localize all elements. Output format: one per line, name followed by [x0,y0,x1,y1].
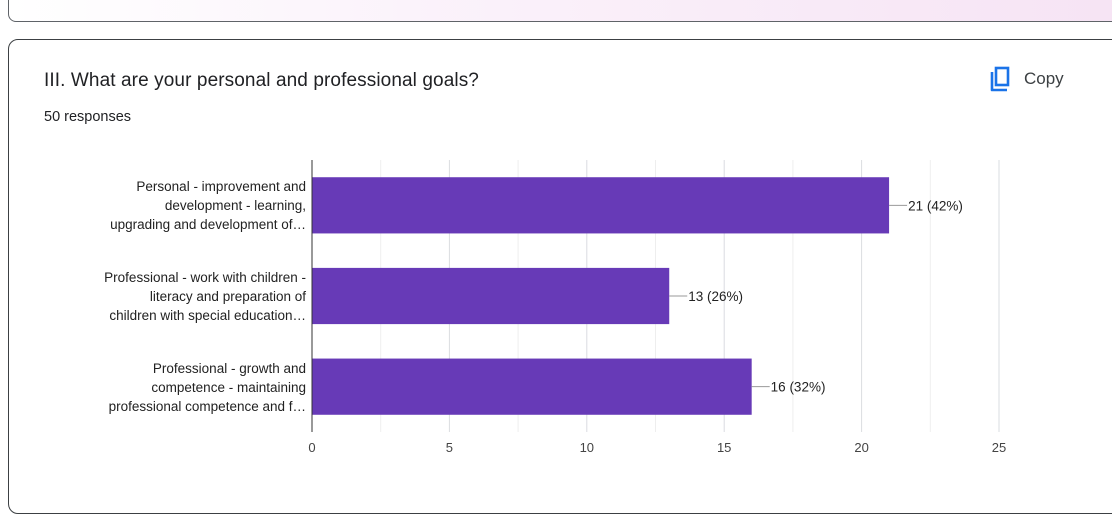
x-tick-label: 15 [717,440,731,455]
bar [312,358,752,415]
category-label: Professional - growth and competence - ma… [30,359,306,416]
category-label-line: development - learning, [164,198,306,214]
category-label-line: professional competence and f… [108,398,306,414]
category-label-line: competence - maintaining [151,379,306,395]
x-tick-label: 25 [992,440,1006,455]
category-label-line: Professional - work with children - [104,270,306,285]
bar [312,177,890,234]
copy-chart-button[interactable]: Copy [986,62,1064,96]
question-title: III. What are your personal and professi… [44,70,479,91]
category-label-line: Personal - improvement and [136,179,306,195]
x-tick-label: 20 [854,440,868,455]
data-label: 16 (32%) [771,380,826,395]
copy-icon [990,66,1010,92]
data-label: 21 (42%) [908,198,963,213]
category-label-line: Professional - growth and [152,360,306,376]
previous-question-card [8,0,1112,22]
data-label: 13 (26%) [688,289,743,304]
category-label: Personal - improvement and development - … [30,177,306,234]
response-count: 50 responses [44,109,132,125]
x-tick-label: 10 [580,440,594,455]
copy-label: Copy [1024,69,1064,88]
bar [312,267,670,325]
category-label-line: children with special education… [109,308,306,323]
x-tick-label: 0 [308,440,315,455]
category-label-line: upgrading and development of… [110,217,306,233]
category-label-line: literacy and preparation of [149,289,306,304]
category-label: Professional - work with children - liter… [30,268,306,325]
x-tick-label: 5 [446,440,453,455]
